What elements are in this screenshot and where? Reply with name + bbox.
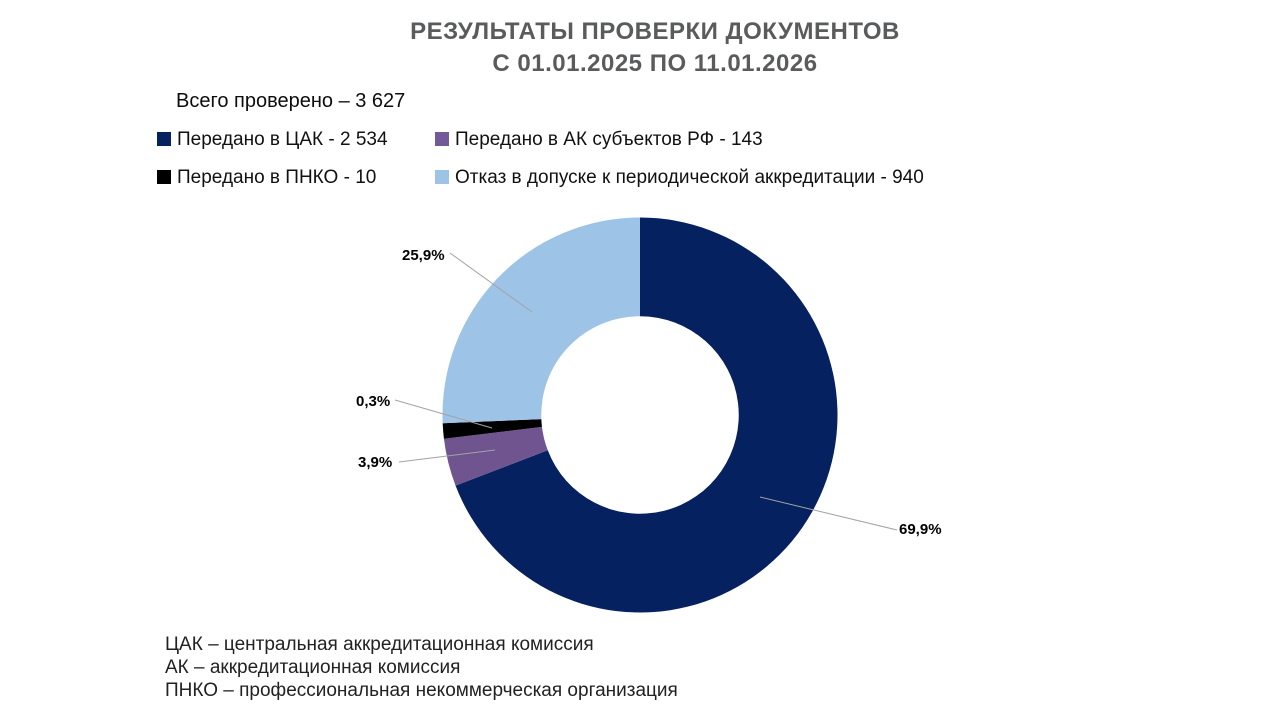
- donut-slice-0: [455, 217, 838, 613]
- legend-label-refusal: Отказ в допуске к периодической аккредит…: [455, 167, 924, 188]
- legend-swatch-lightblue: [435, 170, 449, 184]
- legend-swatch-black: [157, 170, 171, 184]
- data-label-pnko: 0,3%: [356, 393, 391, 410]
- footnote-ak: АК – аккредитационная комиссия: [165, 657, 461, 678]
- total-checked-label: Всего проверено – 3 627: [176, 90, 406, 112]
- footnotes: ЦАК – центральная аккредитационная комис…: [165, 633, 678, 702]
- data-label-ak-subjects: 3,9%: [358, 454, 393, 471]
- data-label-cak: 69,9%: [899, 521, 942, 538]
- donut-chart: [442, 217, 838, 613]
- legend-label-ak-subjects: Передано в АК субъектов РФ - 143: [455, 129, 763, 150]
- footnote-cak: ЦАК – центральная аккредитационная комис…: [165, 634, 594, 655]
- donut-slice-3: [442, 217, 640, 424]
- legend-label-pnko: Передано в ПНКО - 10: [177, 167, 377, 188]
- legend-swatch-purple: [435, 132, 449, 146]
- data-label-refusal: 25,9%: [402, 247, 445, 264]
- donut-slice-1: [443, 426, 548, 486]
- legend-label-cak: Передано в ЦАК - 2 534: [177, 129, 388, 150]
- footnote-pnko: ПНКО – профессиональная некоммерческая о…: [165, 680, 678, 701]
- chart-title-line1: РЕЗУЛЬТАТЫ ПРОВЕРКИ ДОКУМЕНТОВ: [410, 18, 900, 45]
- chart-title: РЕЗУЛЬТАТЫ ПРОВЕРКИ ДОКУМЕНТОВ С 01.01.2…: [330, 16, 980, 80]
- chart-title-line2: С 01.01.2025 ПО 11.01.2026: [492, 50, 818, 77]
- legend-swatch-navy: [157, 132, 171, 146]
